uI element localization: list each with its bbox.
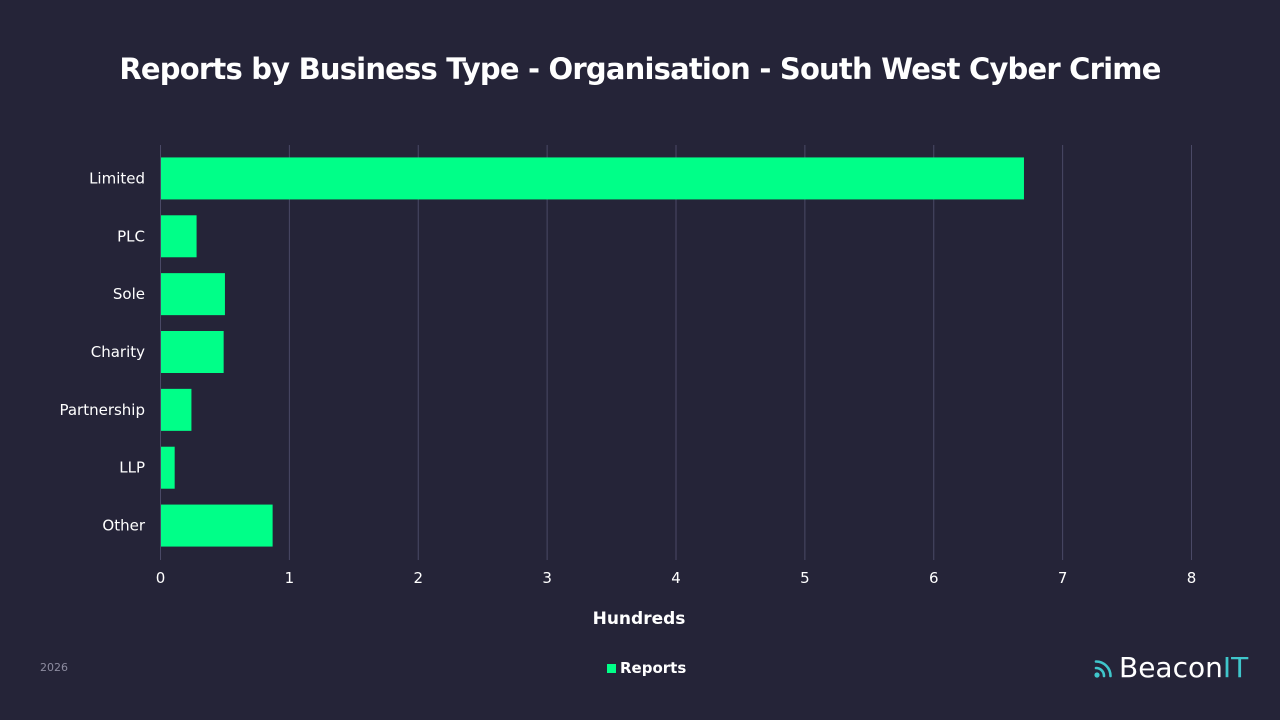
- y-tick-label: PLC: [117, 227, 145, 245]
- footer-year: 2026: [40, 661, 68, 674]
- y-tick-label: Other: [102, 517, 145, 535]
- brand-name-main: Beacon: [1119, 651, 1223, 684]
- y-tick-label: LLP: [119, 459, 145, 477]
- signal-waves-icon: [1094, 659, 1112, 678]
- legend-swatch: [607, 663, 616, 673]
- x-tick-label: 8: [1187, 569, 1197, 587]
- brand-name-accent: IT: [1222, 651, 1249, 684]
- chart-title: Reports by Business Type - Organisation …: [119, 52, 1161, 86]
- x-tick-label: 3: [542, 569, 552, 587]
- x-tick-label: 2: [413, 569, 423, 587]
- bar-llp: [161, 446, 175, 489]
- chart-legend: Reports: [607, 659, 686, 677]
- x-tick-label: 7: [1058, 569, 1068, 587]
- bar-partnership: [161, 388, 192, 431]
- y-tick-label: Charity: [91, 343, 145, 361]
- x-tick-label: 6: [929, 569, 939, 587]
- brand-logo: BeaconIT: [1093, 651, 1248, 684]
- x-tick-label: 1: [285, 569, 295, 587]
- bar-limited: [161, 157, 1024, 200]
- legend-label: Reports: [620, 659, 687, 677]
- x-tick-label: 0: [156, 569, 166, 587]
- x-tick-label: 4: [671, 569, 681, 587]
- bar-other: [161, 504, 273, 547]
- bar-charity: [161, 331, 224, 373]
- bar-plc: [161, 215, 197, 258]
- y-tick-label: Partnership: [59, 401, 145, 419]
- y-tick-label: Limited: [89, 169, 145, 187]
- y-tick-label: Sole: [113, 285, 145, 303]
- x-axis-title: Hundreds: [593, 609, 686, 629]
- x-tick-label: 5: [800, 569, 810, 587]
- bar-sole: [161, 273, 225, 316]
